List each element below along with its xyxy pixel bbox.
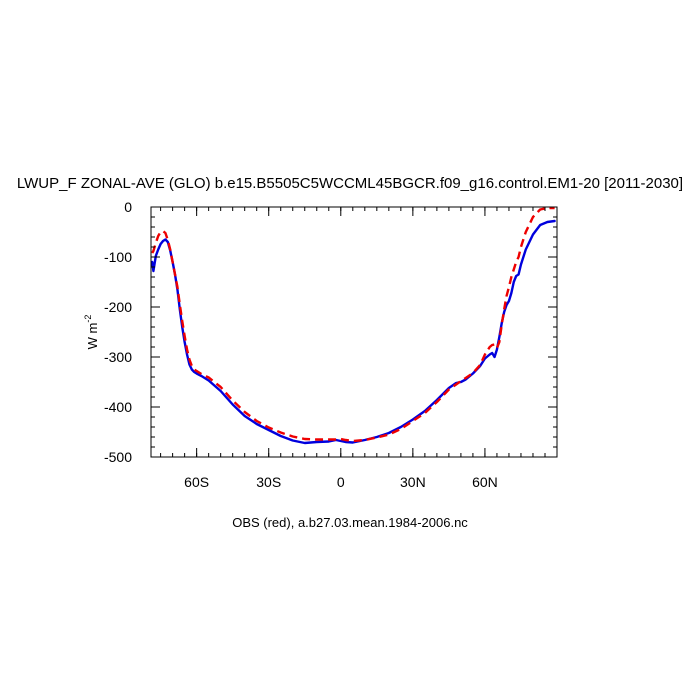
y-tick-label: -400 (104, 399, 132, 415)
x-axis-label: OBS (red), a.b27.03.mean.1984-2006.nc (232, 515, 468, 530)
series-layer (151, 206, 556, 445)
axes: 60S 30S 0 30N 60N 0 -100 -200 -300 -400 -500 (104, 199, 558, 490)
y-axis-label-main: W m (85, 323, 100, 350)
x-tick-label: 30S (256, 474, 281, 490)
y-tick-label: -500 (104, 449, 132, 465)
y-tick-label: -300 (104, 349, 132, 365)
y-axis-label-exponent: -2 (83, 315, 93, 323)
y-tick-label: -100 (104, 249, 132, 265)
plot-frame (150, 206, 558, 458)
y-axis-label: W m-2 (83, 315, 100, 350)
series-line-obs (151, 206, 555, 443)
chart-title: LWUP_F ZONAL-AVE (GLO) b.e15.B5505C5WCCM… (17, 175, 683, 192)
svg-text:W m-2: W m-2 (83, 315, 100, 350)
x-tick-label: 30N (400, 474, 426, 490)
series-line-model (151, 219, 556, 445)
x-tick-label: 0 (337, 474, 345, 490)
x-tick-label: 60S (184, 474, 209, 490)
y-tick-label: -200 (104, 299, 132, 315)
x-tick-label: 60N (472, 474, 498, 490)
y-tick-label: 0 (124, 199, 132, 215)
